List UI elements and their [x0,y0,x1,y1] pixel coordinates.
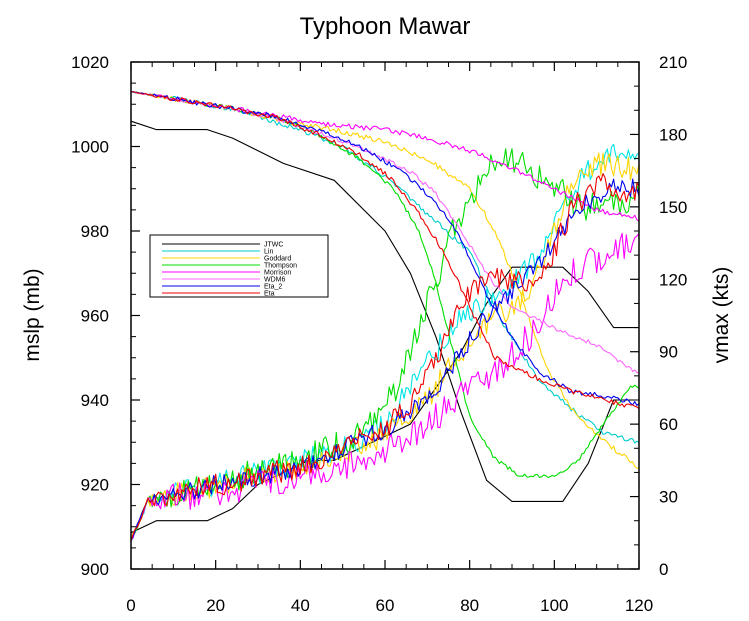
series-line-eta-mslp [130,91,640,410]
tick-layer: 0 20 40 60 80 100 120 900 920 940 960 980 1000 1020 0 3… [71,53,687,615]
series-line-jtwc-mslp [130,120,639,502]
y-left-tick-label: 980 [81,222,109,241]
y-right-tick-label: 60 [659,415,678,434]
y-axis-label-left: mslp (mb) [21,268,44,361]
legend-label: Morrison [264,270,291,277]
y-right-tick-label: 0 [659,560,668,579]
legend-label: Thompson [264,263,297,270]
legend-label: Eta [264,291,275,298]
legend-label: JTWC [264,242,283,249]
series-line-morrison-mslp [130,90,640,222]
y-right-tick-label: 150 [659,198,687,217]
y-left-tick-label: 940 [81,391,109,410]
y-left-tick-label: 960 [81,307,109,326]
legend-label: Goddard [264,256,291,263]
y-right-tick-label: 120 [659,270,687,289]
x-tick-label: 120 [625,596,653,615]
y-left-tick-label: 920 [81,476,109,495]
legend: JTWCLinGoddardThompsonMorrisonWDM6Eta_2E… [149,234,329,298]
series-line-eta-vmax [130,173,640,542]
y-right-tick-label: 30 [659,488,678,507]
y-right-tick-label: 90 [659,343,678,362]
chart-title: Typhoon Mawar [300,13,471,40]
series-line-wdm6-mslp [130,90,640,374]
y-right-tick-label: 210 [659,53,687,72]
x-tick-label: 100 [540,596,568,615]
x-tick-label: 0 [126,596,135,615]
series-line-eta_2-mslp [130,91,640,406]
y-right-tick-label: 180 [659,125,687,144]
series-line-eta_2-vmax [130,178,640,542]
legend-label: Eta_2 [264,284,282,291]
legend-label: WDM6 [264,277,285,284]
y-axis-label-right: vmax (kts) [710,267,733,364]
legend-box [149,234,329,298]
y-left-tick-label: 900 [81,560,109,579]
y-left-tick-label: 1020 [71,53,109,72]
x-tick-label: 20 [206,596,225,615]
y-left-tick-label: 1000 [71,138,109,157]
legend-label: Lin [264,249,273,256]
x-tick-label: 40 [291,596,310,615]
x-tick-label: 60 [376,596,395,615]
series-line-jtwc-vmax [130,266,639,534]
series-layer [130,90,640,542]
x-tick-label: 80 [460,596,479,615]
series-line-goddard-vmax [130,152,640,540]
